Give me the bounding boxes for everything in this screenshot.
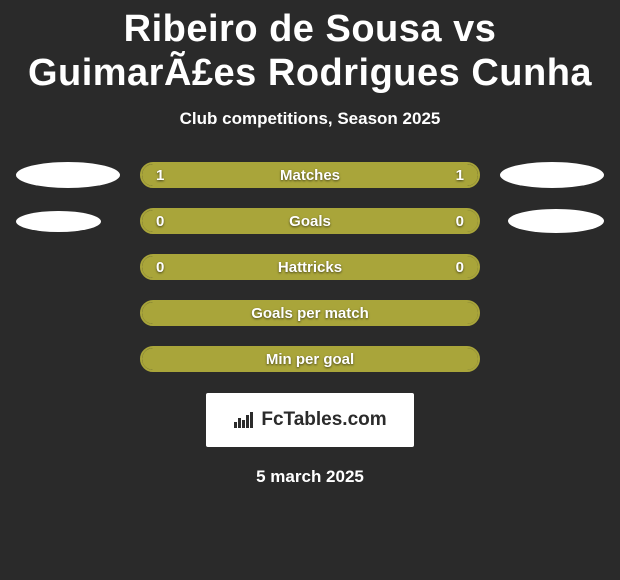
stat-row: Matches1 1 — [10, 161, 610, 189]
brand-text: FcTables.com — [261, 409, 386, 431]
stat-row: Min per goal — [10, 345, 610, 373]
stat-bar: Hattricks0 0 — [140, 254, 480, 280]
player-right-marker — [500, 162, 604, 188]
stat-label: Matches — [142, 167, 478, 184]
stat-label: Goals — [142, 213, 478, 230]
subtitle: Club competitions, Season 2025 — [0, 109, 620, 129]
date-text: 5 march 2025 — [0, 467, 620, 487]
stat-label: Hattricks — [142, 259, 478, 276]
stat-bar: Matches1 1 — [140, 162, 480, 188]
stat-label: Min per goal — [142, 351, 478, 368]
brand-badge: FcTables.com — [206, 393, 414, 447]
player-left-marker — [16, 211, 101, 232]
chart-bars-icon — [233, 411, 255, 429]
page-title: Ribeiro de Sousa vs GuimarÃ£es Rodrigues… — [0, 0, 620, 95]
stat-bar: Goals per match — [140, 300, 480, 326]
stat-value-right: 0 — [456, 213, 464, 230]
stat-bar: Min per goal — [140, 346, 480, 372]
stat-bar: Goals0 0 — [140, 208, 480, 234]
stat-value-right: 1 — [456, 167, 464, 184]
player-right-marker — [508, 209, 604, 233]
stat-rows: Matches11Goals00Hattricks00Goals per mat… — [0, 161, 620, 373]
stat-value-left: 1 — [156, 167, 164, 184]
stat-value-left: 0 — [156, 213, 164, 230]
player-left-marker — [16, 162, 120, 188]
stat-row: Goals per match — [10, 299, 610, 327]
stat-row: Hattricks0 0 — [10, 253, 610, 281]
comparison-infographic: Ribeiro de Sousa vs GuimarÃ£es Rodrigues… — [0, 0, 620, 580]
stat-value-left: 0 — [156, 259, 164, 276]
stat-row: Goals0 0 — [10, 207, 610, 235]
stat-label: Goals per match — [142, 305, 478, 322]
stat-value-right: 0 — [456, 259, 464, 276]
